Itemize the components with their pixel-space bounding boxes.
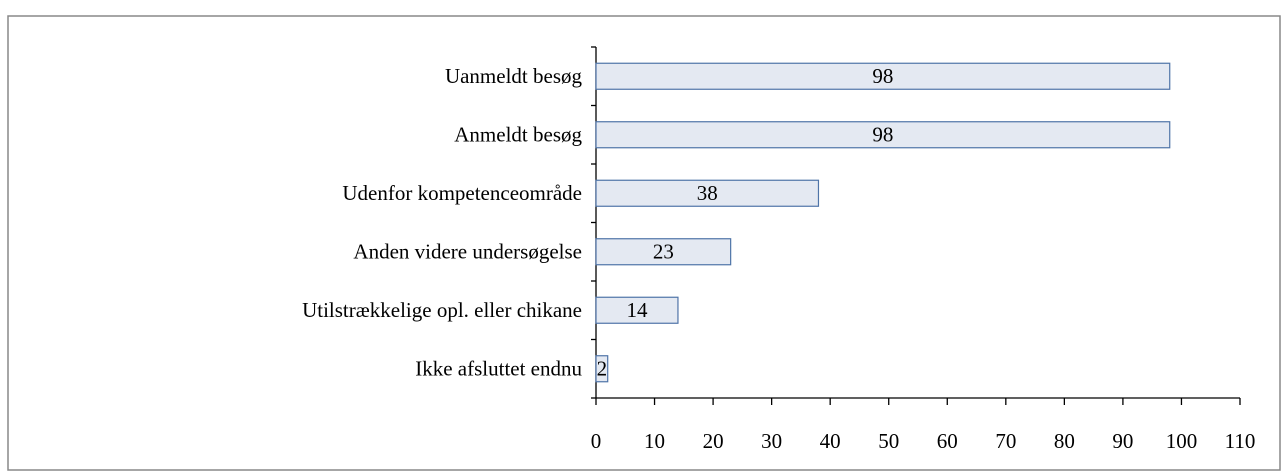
bar (595, 62, 1171, 90)
x-tick-label: 110 (1225, 429, 1256, 453)
x-tick-label: 90 (1112, 429, 1133, 453)
x-tick-label: 50 (878, 429, 899, 453)
y-tick-label: Anmeldt besøg (454, 123, 582, 147)
bar (595, 238, 732, 266)
bar (595, 296, 679, 324)
x-tick-label: 0 (591, 429, 602, 453)
data-label: 98 (872, 64, 893, 88)
y-tick-label: Utilstrækkelige opl. eller chikane (302, 298, 582, 322)
data-label: 23 (653, 240, 674, 264)
data-label: 98 (872, 123, 893, 147)
bar (595, 121, 1171, 149)
data-label: 14 (626, 298, 648, 322)
chart-border (7, 15, 1281, 471)
bar (595, 355, 609, 383)
y-tick-label: Uanmeldt besøg (445, 64, 583, 88)
x-tick-label: 70 (995, 429, 1016, 453)
x-tick-label: 60 (937, 429, 958, 453)
data-label: 38 (697, 181, 718, 205)
x-tick-label: 80 (1054, 429, 1075, 453)
data-label: 2 (597, 357, 608, 381)
bar (595, 179, 820, 207)
y-tick-label: Ikke afsluttet endnu (415, 357, 582, 381)
x-tick-label: 20 (703, 429, 724, 453)
x-tick-label: 10 (644, 429, 665, 453)
x-tick-label: 30 (761, 429, 782, 453)
y-tick-label: Udenfor kompetenceområde (342, 181, 582, 205)
x-tick-label: 40 (820, 429, 841, 453)
x-tick-label: 100 (1166, 429, 1198, 453)
y-tick-label: Anden videre undersøgelse (353, 240, 582, 264)
